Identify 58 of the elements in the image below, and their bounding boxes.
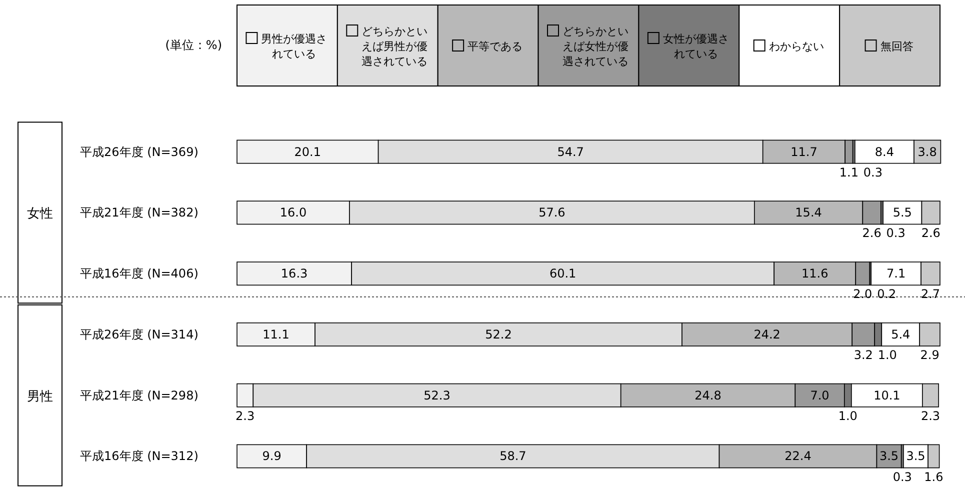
y-tick-label: 平成26年度 (N=369) (80, 144, 198, 159)
data-label: 16.0 (280, 206, 307, 220)
data-label: 22.4 (784, 449, 812, 464)
text: 男性 (27, 389, 53, 404)
data-label: 2.9 (920, 348, 940, 362)
data-label: 11.6 (802, 266, 828, 281)
y-tick-label: 平成16年度 (N=312) (80, 449, 198, 464)
data-label: 8.4 (874, 144, 894, 159)
data-label: 2.6 (862, 226, 882, 240)
data-label: 1.1 (839, 165, 859, 180)
data-label: 5.5 (892, 206, 912, 220)
data-label: 2.7 (920, 287, 940, 302)
data-label: 7.1 (886, 266, 906, 281)
data-label: 54.7 (557, 144, 584, 159)
data-label: 52.3 (424, 388, 450, 402)
data-label: 24.2 (754, 327, 780, 342)
data-label: 11.1 (262, 327, 290, 342)
data-label: 58.7 (500, 449, 526, 464)
data-label: 11.7 (790, 144, 818, 159)
data-label: 3.8 (918, 144, 937, 159)
data-label: 60.1 (549, 266, 576, 281)
legend-label: 平等である (468, 40, 523, 53)
y-tick-label: 平成16年度 (N=406) (80, 266, 198, 281)
data-label: 7.0 (810, 388, 830, 402)
data-label: 2.3 (920, 408, 940, 423)
data-label: 52.2 (485, 327, 512, 342)
data-label: 3.2 (854, 348, 873, 362)
data-label: 1.0 (878, 348, 897, 362)
data-label: 0.2 (877, 287, 896, 302)
data-label: 5.4 (891, 327, 910, 342)
data-label: 16.3 (280, 266, 308, 281)
y-tick-label: 平成21年度 (N=382) (80, 206, 198, 220)
data-label: 10.1 (874, 388, 900, 402)
data-label: 2.3 (236, 408, 255, 423)
text: (単位：%) (165, 38, 222, 52)
data-label: 2.6 (921, 226, 940, 240)
y-tick-label: 平成21年度 (N=298) (80, 388, 198, 402)
data-label: 15.4 (795, 206, 822, 220)
data-label: 24.8 (694, 388, 722, 402)
data-label: 0.3 (863, 165, 883, 180)
legend-label: わからない (768, 40, 824, 53)
data-label: 2.0 (853, 287, 872, 302)
legend-label: どちらかといえば男性が優遇されている (362, 25, 428, 68)
legend-label: 男性が優遇されている (261, 32, 328, 60)
legend-label: どちらかといえば女性が優遇されている (562, 25, 628, 68)
data-label: 57.6 (538, 206, 566, 220)
data-label: 0.3 (892, 470, 912, 484)
data-label: 3.5 (906, 449, 926, 464)
data-label: 20.1 (294, 144, 322, 159)
data-label: 1.0 (838, 408, 858, 423)
data-label: 0.3 (886, 226, 906, 240)
data-label: 9.9 (262, 449, 282, 464)
data-label: 3.5 (879, 449, 899, 464)
text: 女性 (27, 206, 53, 222)
legend-label: 女性が優遇されている (662, 32, 729, 60)
data-label: 1.6 (924, 470, 944, 484)
legend-label: 無回答 (880, 40, 914, 53)
y-tick-label: 平成26年度 (N=314) (80, 327, 198, 342)
